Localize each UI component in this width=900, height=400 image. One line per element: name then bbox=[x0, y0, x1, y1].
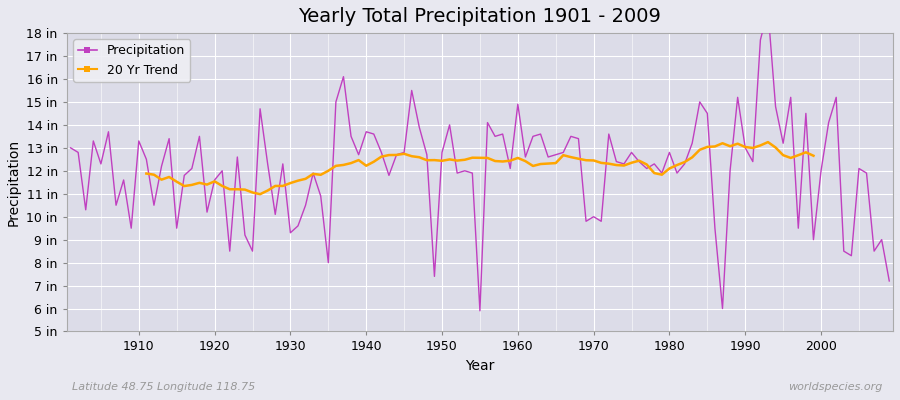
X-axis label: Year: Year bbox=[465, 359, 495, 373]
Y-axis label: Precipitation: Precipitation bbox=[7, 139, 21, 226]
Legend: Precipitation, 20 Yr Trend: Precipitation, 20 Yr Trend bbox=[73, 39, 190, 82]
Text: worldspecies.org: worldspecies.org bbox=[788, 382, 882, 392]
Text: Latitude 48.75 Longitude 118.75: Latitude 48.75 Longitude 118.75 bbox=[72, 382, 256, 392]
Title: Yearly Total Precipitation 1901 - 2009: Yearly Total Precipitation 1901 - 2009 bbox=[299, 7, 662, 26]
